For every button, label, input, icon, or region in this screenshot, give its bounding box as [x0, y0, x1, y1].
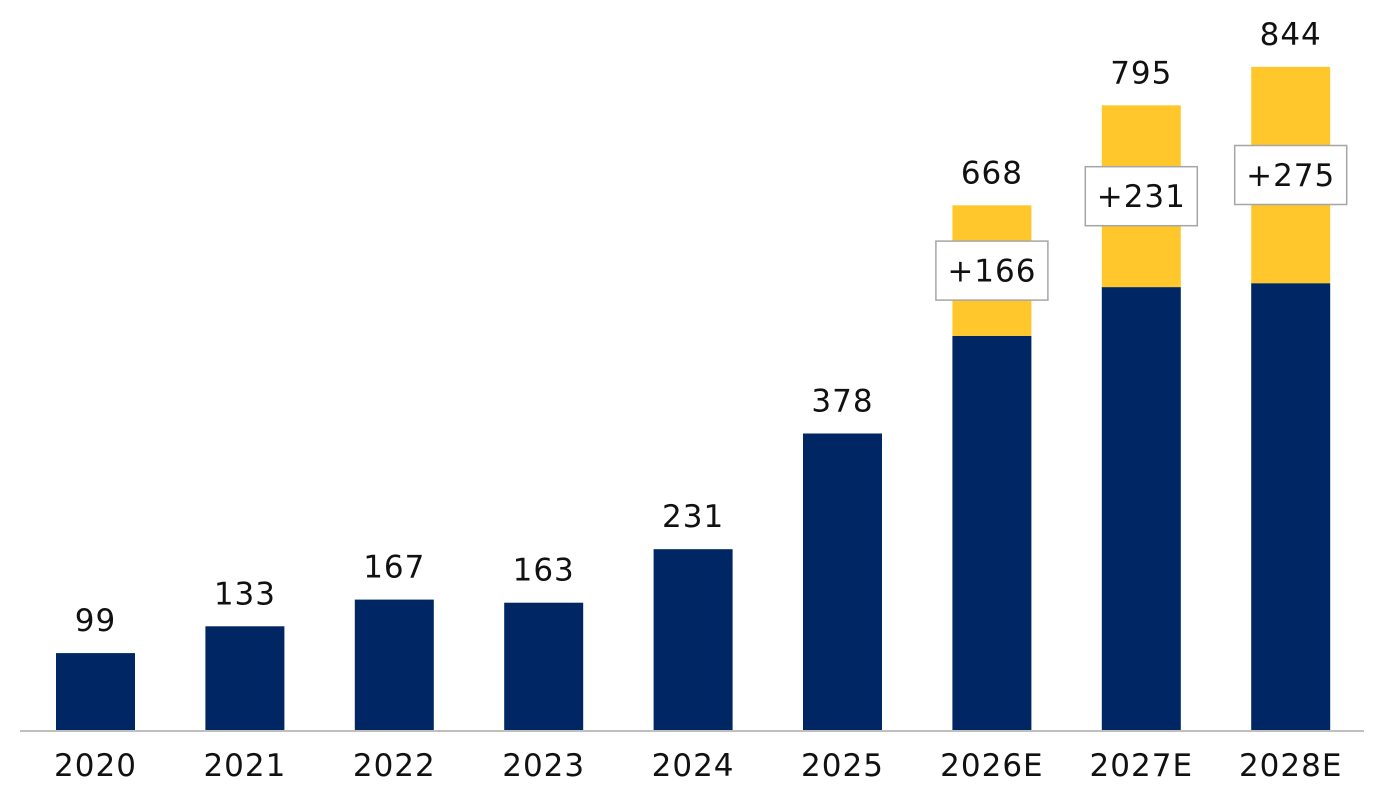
labels-group: 99 133 167 163 231 378 668 +166 795 +231 844 +275 — [75, 17, 1348, 639]
increment-label-2027E: +231 — [1097, 179, 1186, 215]
total-label-2024: 231 — [662, 499, 724, 535]
x-tick-2028E: 2028E — [1239, 748, 1342, 784]
total-label-2025: 378 — [811, 384, 873, 420]
total-label-2020: 99 — [75, 603, 116, 639]
bar-base-2028E — [1251, 283, 1331, 731]
bar-base-2025 — [803, 433, 882, 731]
bars-group — [56, 66, 1331, 731]
bar-base-2023 — [504, 602, 584, 731]
bar-base-2026E — [952, 335, 1032, 731]
total-label-2023: 163 — [513, 553, 575, 589]
increment-box-2027E — [1084, 165, 1199, 227]
bar-base-2027E — [1101, 287, 1181, 731]
x-tick-2027E: 2027E — [1090, 748, 1193, 784]
increment-label-2026E: +166 — [947, 254, 1036, 290]
total-label-2027E: 795 — [1110, 55, 1172, 91]
x-tick-2026E: 2026E — [940, 748, 1043, 784]
increment-box-2026E — [935, 240, 1049, 301]
increment-label-2028E: +275 — [1246, 158, 1335, 194]
x-tick-2022: 2022 — [353, 748, 436, 784]
bar-base-2024 — [653, 549, 733, 731]
x-tick-2024: 2024 — [652, 748, 735, 784]
x-tick-2025: 2025 — [801, 748, 884, 784]
total-label-2028E: 844 — [1260, 17, 1322, 53]
bar-base-2022 — [354, 599, 434, 731]
x-tick-2023: 2023 — [502, 748, 585, 784]
bar-base-2021 — [205, 626, 285, 731]
x-tick-2020: 2020 — [54, 748, 137, 784]
total-label-2026E: 668 — [961, 155, 1023, 191]
bar-base-2020 — [56, 653, 135, 731]
total-label-2021: 133 — [214, 576, 276, 612]
x-tick-2021: 2021 — [203, 748, 286, 784]
increment-box-2028E — [1233, 144, 1348, 206]
x-tick-labels: 2020 2021 2022 2023 2024 2025 2026E 2027E 2028E — [54, 748, 1342, 784]
total-label-2022: 167 — [363, 550, 425, 586]
